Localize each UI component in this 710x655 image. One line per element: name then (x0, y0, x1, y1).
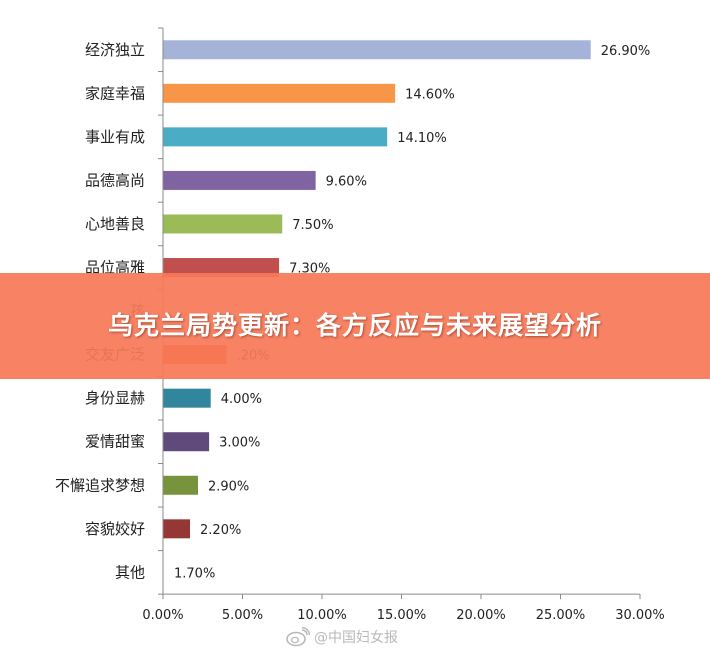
headline-banner[interactable]: 乌克兰局势更新：各方反应与未来展望分析 (0, 273, 710, 379)
x-tick-label: 10.00% (297, 608, 347, 623)
category-label: 事业有成 (85, 128, 145, 146)
value-label: 14.10% (397, 131, 447, 146)
bar (163, 40, 591, 60)
category-label: 心地善良 (85, 215, 145, 233)
value-label: 26.90% (601, 44, 651, 59)
bar (163, 388, 211, 408)
bar (163, 519, 191, 539)
category-label: 爱情甜蜜 (85, 433, 145, 451)
watermark: @中国妇女报 (286, 626, 398, 648)
category-label: 容貌姣好 (85, 520, 145, 538)
x-tick-label: 25.00% (536, 608, 586, 623)
value-label: 3.00% (219, 436, 260, 451)
bar (163, 475, 198, 495)
bar (163, 258, 280, 278)
bar (163, 127, 388, 147)
category-label: 家庭幸福 (85, 84, 145, 102)
watermark-text: @中国妇女报 (314, 630, 398, 646)
value-label: 9.60% (326, 174, 367, 189)
bar (163, 214, 283, 234)
value-label: 1.70% (174, 566, 215, 581)
weibo-icon (286, 627, 310, 647)
category-label: 品德高尚 (85, 171, 145, 189)
value-label: 2.90% (208, 479, 249, 494)
headline-text[interactable]: 乌克兰局势更新：各方反应与未来展望分析 (107, 311, 602, 340)
category-label: 其他 (115, 563, 145, 581)
category-label: 不懈追求梦想 (55, 476, 145, 494)
bar (163, 432, 210, 452)
value-label: 2.20% (200, 523, 241, 538)
bar (163, 170, 316, 190)
x-tick-label: 20.00% (456, 608, 506, 623)
value-label: 4.00% (221, 392, 262, 407)
value-label: 7.50% (292, 218, 333, 233)
category-label: 经济独立 (85, 41, 145, 59)
bar (163, 83, 396, 103)
x-tick-label: 15.00% (377, 608, 427, 623)
x-tick-label: 0.00% (142, 608, 183, 623)
x-tick-label: 30.00% (615, 608, 665, 623)
x-tick-label: 5.00% (222, 608, 263, 623)
value-label: 7.30% (289, 262, 330, 277)
category-label: 身份显赫 (85, 389, 145, 407)
value-label: 14.60% (405, 87, 455, 102)
category-label: 品位高雅 (85, 259, 145, 277)
